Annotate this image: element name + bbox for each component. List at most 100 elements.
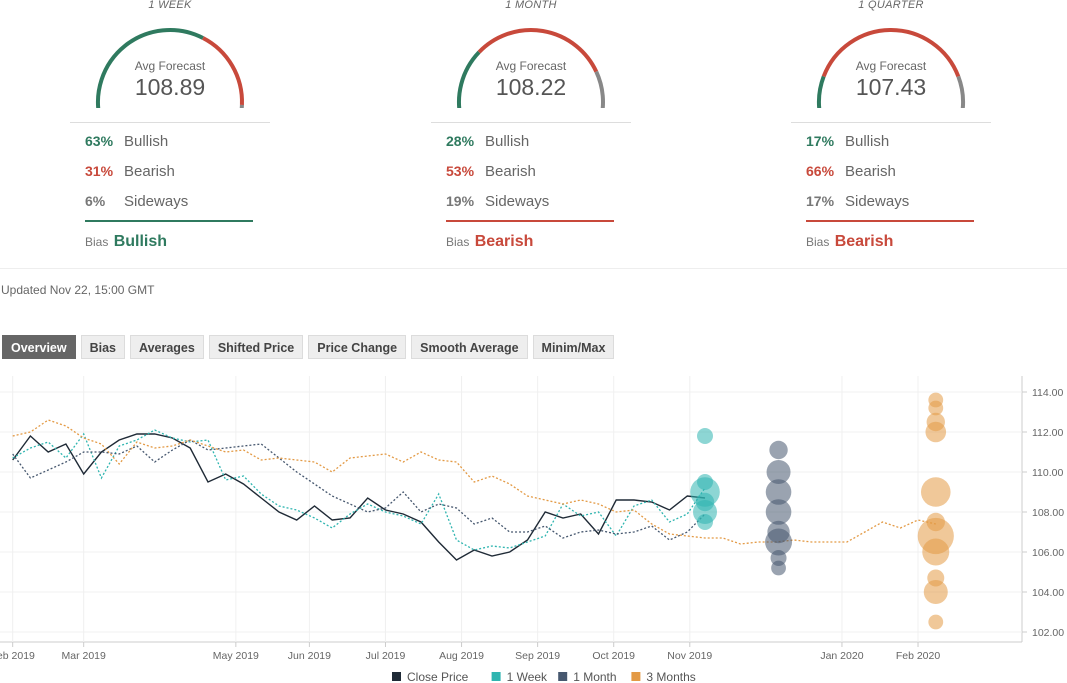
forecast-bubble bbox=[769, 440, 788, 460]
bias-rule bbox=[85, 220, 253, 222]
panel-period: 1 QUARTER bbox=[858, 0, 924, 11]
bias-line: Bias Bearish bbox=[446, 233, 533, 251]
bullish-percent: 63% bbox=[85, 133, 114, 149]
sideways-row: 19% Sideways bbox=[446, 193, 549, 210]
legend-label: Close Price bbox=[407, 670, 469, 683]
section-divider bbox=[0, 268, 1067, 269]
forecast-bubble bbox=[766, 460, 791, 484]
legend-swatch bbox=[631, 672, 641, 681]
y-tick-label: 106.00 bbox=[1032, 547, 1064, 559]
bearish-percent: 66% bbox=[806, 163, 835, 179]
panel-period: 1 MONTH bbox=[505, 0, 557, 11]
panel-divider bbox=[431, 122, 631, 123]
x-tick-label: Feb 2020 bbox=[896, 650, 941, 662]
sideways-row: 17% Sideways bbox=[806, 193, 909, 210]
gauge-bearish-segment bbox=[202, 36, 244, 105]
legend-label: 3 Months bbox=[646, 670, 695, 683]
x-tick-label: Aug 2019 bbox=[439, 650, 484, 662]
bias-label: Bias bbox=[806, 235, 830, 249]
panel-divider bbox=[70, 122, 270, 123]
forecast-bubble bbox=[928, 400, 944, 416]
avg-forecast-label: Avg Forecast bbox=[134, 59, 206, 73]
forecast-bubble bbox=[767, 520, 790, 544]
tab-price-change[interactable]: Price Change bbox=[308, 335, 407, 359]
x-tick-label: Mar 2019 bbox=[62, 650, 107, 662]
sideways-label: Sideways bbox=[485, 193, 550, 210]
tab-smooth-average[interactable]: Smooth Average bbox=[411, 335, 528, 359]
gauge-bullish-segment bbox=[96, 27, 204, 108]
bias-rule bbox=[446, 220, 614, 222]
gauge-bearish-segment bbox=[821, 28, 961, 78]
bias-line: Bias Bearish bbox=[806, 233, 893, 251]
forecast-bubble bbox=[765, 479, 792, 505]
bullish-label: Bullish bbox=[485, 133, 530, 150]
gauge-sideways-segment bbox=[239, 104, 244, 108]
bias-value: Bearish bbox=[834, 233, 894, 250]
series-line-1-month bbox=[12, 439, 706, 541]
gauge-sideways-segment bbox=[594, 70, 605, 108]
bias-line: Bias Bullish bbox=[85, 233, 167, 251]
forecast-gauge bbox=[96, 27, 244, 108]
bias-rule bbox=[806, 220, 974, 222]
panel-divider bbox=[791, 122, 991, 123]
forecast-bubble bbox=[925, 421, 947, 443]
tab-bias[interactable]: Bias bbox=[80, 335, 125, 359]
gauge-bullish-segment bbox=[457, 50, 481, 108]
avg-forecast-label: Avg Forecast bbox=[495, 59, 567, 73]
avg-forecast-value: 108.89 bbox=[134, 74, 206, 100]
series-line-close-price bbox=[12, 433, 706, 561]
bullish-row: 63% Bullish bbox=[85, 133, 168, 150]
sideways-label: Sideways bbox=[124, 193, 189, 210]
bullish-percent: 28% bbox=[446, 133, 475, 149]
x-tick-label: May 2019 bbox=[213, 650, 259, 662]
sideways-percent: 17% bbox=[806, 193, 835, 209]
tab-averages[interactable]: Averages bbox=[130, 335, 204, 359]
forecast-bubble bbox=[697, 514, 714, 530]
y-tick-label: 114.00 bbox=[1032, 387, 1063, 399]
avg-forecast-value: 107.43 bbox=[855, 74, 927, 100]
sideways-label: Sideways bbox=[845, 193, 910, 210]
forecast-bubble bbox=[928, 614, 944, 630]
y-tick-label: 104.00 bbox=[1032, 587, 1064, 599]
gauge-bullish-segment bbox=[817, 75, 826, 108]
bearish-label: Bearish bbox=[845, 163, 896, 180]
y-tick-label: 102.00 bbox=[1032, 627, 1064, 639]
sideways-row: 6% Sideways bbox=[85, 193, 188, 210]
bearish-percent: 31% bbox=[85, 163, 114, 179]
avg-forecast-label: Avg Forecast bbox=[855, 59, 927, 73]
x-tick-label: Feb 2019 bbox=[0, 650, 35, 662]
forecast-bubble bbox=[697, 428, 714, 444]
forecast-bubble bbox=[920, 477, 951, 507]
bullish-label: Bullish bbox=[124, 133, 169, 150]
gauge-bearish-segment bbox=[477, 28, 599, 73]
bias-label: Bias bbox=[85, 235, 109, 249]
forecast-gauge bbox=[457, 28, 605, 108]
x-tick-label: Sep 2019 bbox=[515, 650, 560, 662]
forecast-bubble bbox=[771, 560, 786, 576]
y-tick-label: 108.00 bbox=[1032, 507, 1064, 519]
panel-period: 1 WEEK bbox=[148, 0, 192, 11]
avg-forecast-value: 108.22 bbox=[495, 74, 567, 100]
bias-label: Bias bbox=[446, 235, 470, 249]
gauge-sideways-segment bbox=[956, 75, 965, 108]
forecast-bubble bbox=[923, 580, 948, 604]
sideways-percent: 6% bbox=[85, 193, 106, 209]
bias-value: Bullish bbox=[113, 233, 168, 250]
bullish-row: 17% Bullish bbox=[806, 133, 889, 150]
legend-swatch bbox=[491, 672, 501, 681]
forecast-gauge bbox=[817, 28, 965, 108]
bias-value: Bearish bbox=[474, 233, 534, 250]
forecast-bubble bbox=[697, 474, 714, 490]
bearish-label: Bearish bbox=[124, 163, 175, 180]
bearish-row: 66% Bearish bbox=[806, 163, 896, 180]
updated-timestamp: Updated Nov 22, 15:00 GMT bbox=[1, 283, 155, 297]
forecast-bubble bbox=[922, 538, 950, 566]
tab-minim-max[interactable]: Minim/Max bbox=[532, 335, 615, 359]
bearish-row: 31% Bearish bbox=[85, 163, 175, 180]
y-tick-label: 112.00 bbox=[1032, 427, 1063, 439]
forecast-bubble bbox=[765, 499, 792, 525]
tab-shifted-price[interactable]: Shifted Price bbox=[208, 335, 304, 359]
legend-swatch bbox=[392, 672, 401, 681]
tab-overview[interactable]: Overview bbox=[2, 335, 76, 359]
bearish-percent: 53% bbox=[446, 163, 475, 179]
